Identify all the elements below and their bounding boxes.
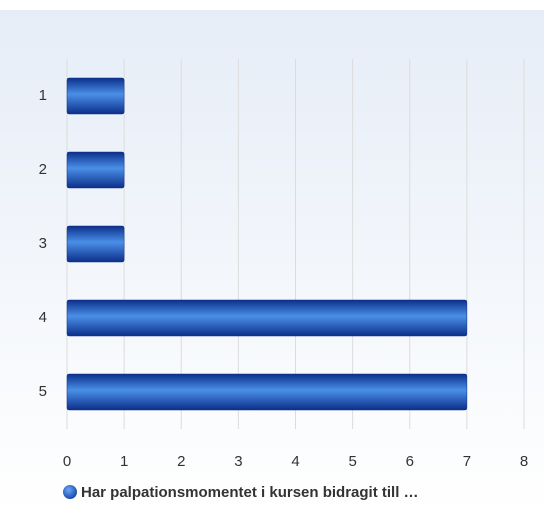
y-tick-label: 3 xyxy=(39,235,47,252)
x-tick-label: 6 xyxy=(406,453,414,470)
x-tick-label: 1 xyxy=(120,453,128,470)
bar xyxy=(66,299,468,337)
legend-marker xyxy=(63,485,77,499)
x-tick-label: 0 xyxy=(63,453,71,470)
y-tick-label: 2 xyxy=(39,161,47,178)
bar xyxy=(66,77,125,115)
legend-text: Har palpationsmomentet i kursen bidragit… xyxy=(81,484,419,501)
bar xyxy=(66,225,125,263)
x-tick-label: 2 xyxy=(177,453,185,470)
bar xyxy=(66,151,125,189)
x-tick-label: 3 xyxy=(234,453,242,470)
y-tick-label: 4 xyxy=(39,309,47,326)
x-tick-label: 5 xyxy=(348,453,356,470)
x-tick-label: 7 xyxy=(463,453,471,470)
y-tick-label: 1 xyxy=(39,87,47,104)
y-tick-label: 5 xyxy=(39,383,47,400)
x-tick-label: 8 xyxy=(520,453,528,470)
bar xyxy=(66,373,468,411)
x-tick-label: 4 xyxy=(291,453,299,470)
